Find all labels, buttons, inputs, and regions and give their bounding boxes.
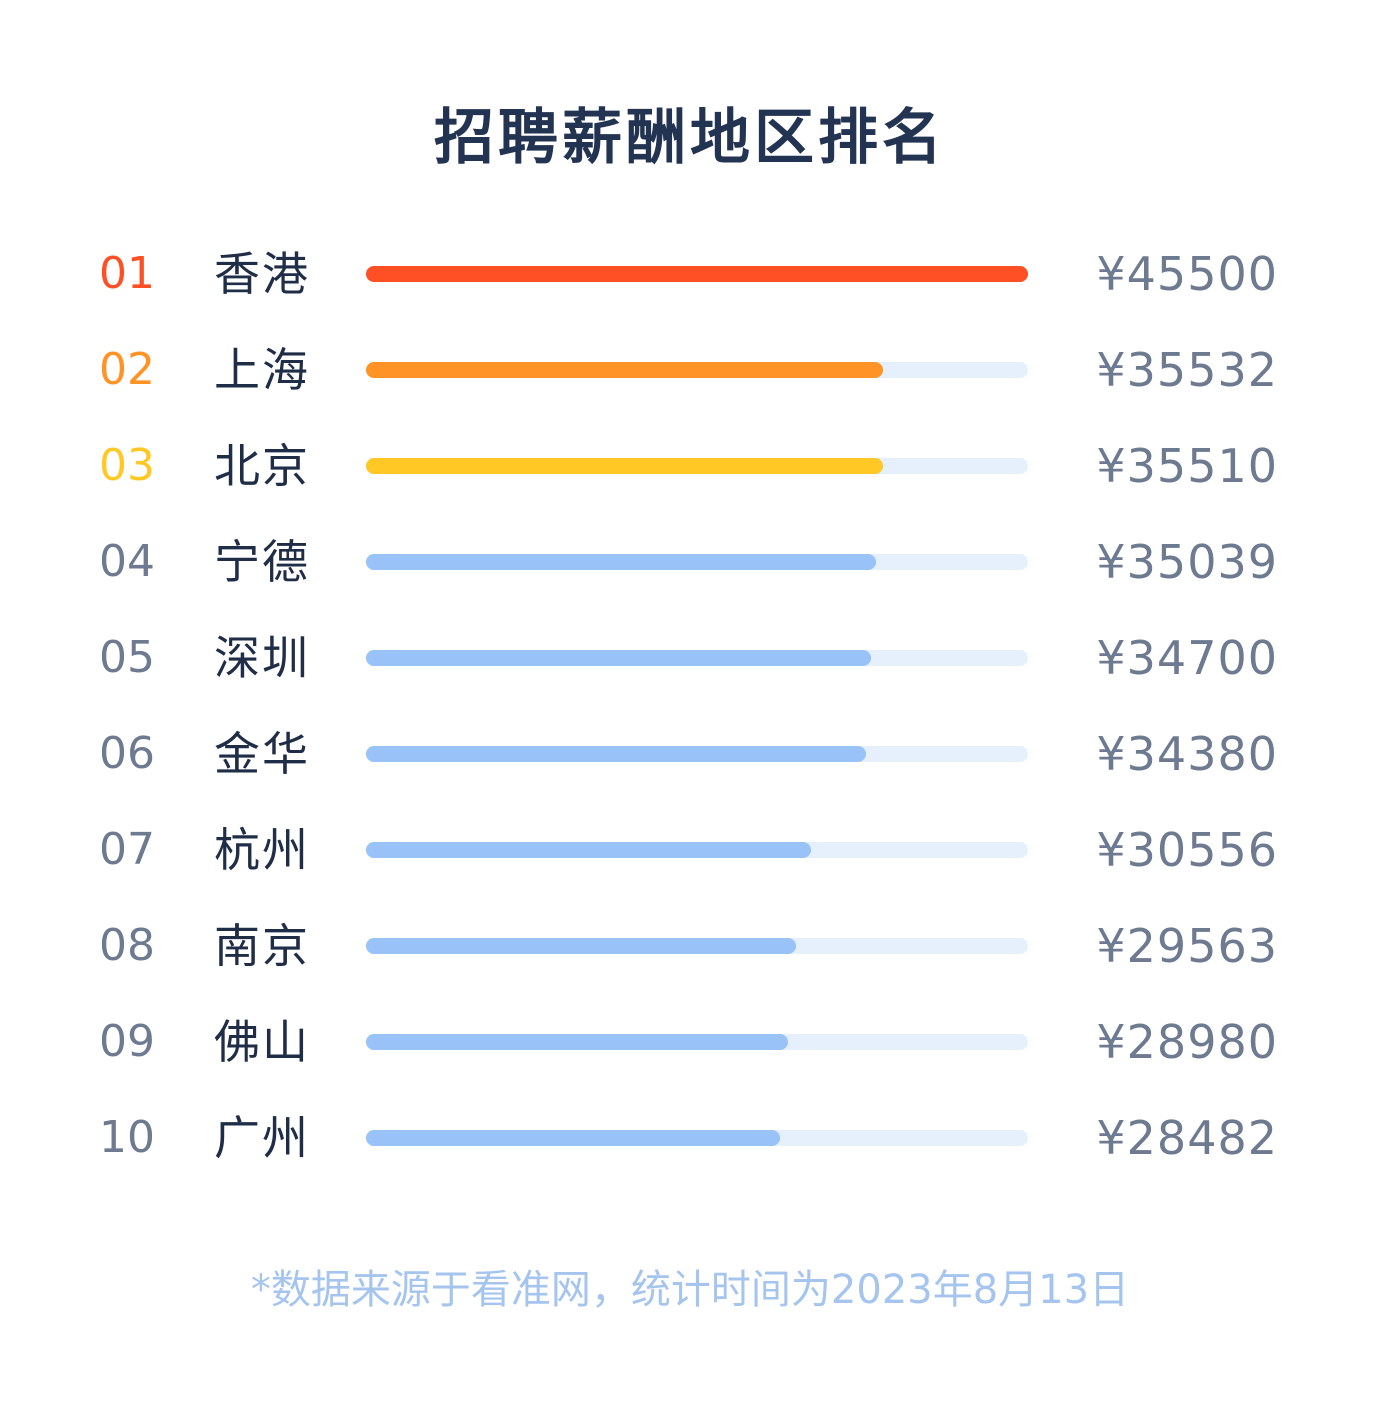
rank-number: 09 — [99, 1016, 155, 1067]
bar-fill — [366, 458, 883, 474]
ranking-row: 06 金华 ¥34380 — [0, 718, 1380, 790]
bar-fill — [366, 938, 796, 954]
city-label: 香港 — [214, 247, 310, 301]
city-label: 南京 — [214, 919, 310, 973]
rank-number: 01 — [99, 248, 155, 299]
source-footnote: *数据来源于看准网，统计时间为2023年8月13日 — [250, 1267, 1130, 1313]
rank-number: 04 — [99, 536, 155, 587]
city-label: 广州 — [214, 1111, 310, 1165]
ranking-row: 09 佛山 ¥28980 — [0, 1006, 1380, 1078]
bar-track — [366, 650, 1028, 666]
salary-value: ¥28980 — [1096, 1015, 1278, 1069]
ranking-row: 07 杭州 ¥30556 — [0, 814, 1380, 886]
rank-number: 05 — [99, 632, 155, 683]
salary-value: ¥45500 — [1096, 247, 1278, 301]
bar-fill — [366, 266, 1028, 282]
bar-fill — [366, 842, 811, 858]
city-label: 杭州 — [214, 823, 310, 877]
bar-fill — [366, 746, 866, 762]
salary-value: ¥30556 — [1096, 823, 1278, 877]
bar-track — [366, 746, 1028, 762]
salary-value: ¥35532 — [1096, 343, 1278, 397]
bar-fill — [366, 1130, 780, 1146]
ranking-row: 01 香港 ¥45500 — [0, 238, 1380, 310]
ranking-row: 02 上海 ¥35532 — [0, 334, 1380, 406]
bar-track — [366, 266, 1028, 282]
salary-value: ¥35510 — [1096, 439, 1278, 493]
city-label: 金华 — [214, 727, 310, 781]
bar-track — [366, 554, 1028, 570]
city-label: 宁德 — [214, 535, 310, 589]
bar-track — [366, 362, 1028, 378]
salary-value: ¥34380 — [1096, 727, 1278, 781]
bar-track — [366, 842, 1028, 858]
ranking-row: 04 宁德 ¥35039 — [0, 526, 1380, 598]
rank-number: 08 — [99, 920, 155, 971]
chart-title: 招聘薪酬地区排名 — [434, 103, 946, 173]
ranking-row: 08 南京 ¥29563 — [0, 910, 1380, 982]
city-label: 佛山 — [214, 1015, 310, 1069]
city-label: 北京 — [214, 439, 310, 493]
rank-number: 07 — [99, 824, 155, 875]
rank-number: 02 — [99, 344, 155, 395]
ranking-row: 05 深圳 ¥34700 — [0, 622, 1380, 694]
city-label: 上海 — [214, 343, 310, 397]
salary-value: ¥29563 — [1096, 919, 1278, 973]
bar-fill — [366, 1034, 788, 1050]
rank-number: 03 — [99, 440, 155, 491]
city-label: 深圳 — [214, 631, 310, 685]
ranking-row: 03 北京 ¥35510 — [0, 430, 1380, 502]
bar-track — [366, 1034, 1028, 1050]
salary-value: ¥34700 — [1096, 631, 1278, 685]
salary-value: ¥35039 — [1096, 535, 1278, 589]
bar-fill — [366, 650, 871, 666]
bar-track — [366, 938, 1028, 954]
bar-track — [366, 1130, 1028, 1146]
bar-fill — [366, 554, 876, 570]
rank-number: 06 — [99, 728, 155, 779]
rank-number: 10 — [99, 1112, 155, 1163]
ranking-row: 10 广州 ¥28482 — [0, 1102, 1380, 1174]
salary-value: ¥28482 — [1096, 1111, 1278, 1165]
bar-track — [366, 458, 1028, 474]
bar-fill — [366, 362, 883, 378]
